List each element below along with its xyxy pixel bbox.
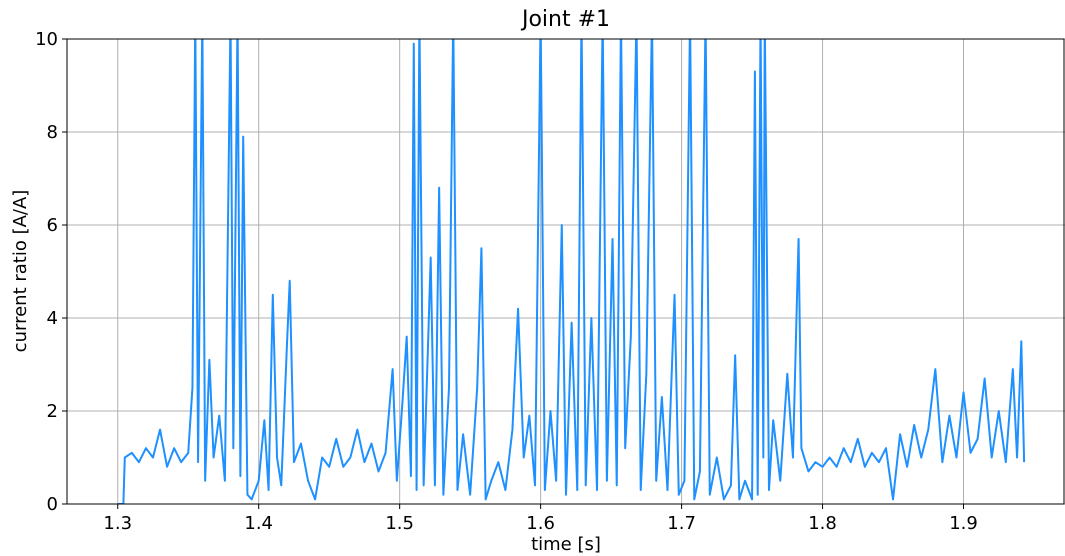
y-tick-label: 2 [47, 401, 58, 422]
y-tick-label: 4 [47, 308, 58, 329]
y-axis-label: current ratio [A/A] [10, 190, 31, 353]
y-tick-label: 8 [47, 122, 58, 143]
chart-title: Joint #1 [520, 7, 610, 32]
y-tick-label: 0 [47, 494, 58, 515]
x-tick-label: 1.5 [385, 513, 414, 534]
y-tick-label: 10 [35, 29, 58, 50]
x-tick-label: 1.9 [949, 513, 978, 534]
plot-frame [66, 38, 1065, 505]
x-tick-label: 1.6 [526, 513, 555, 534]
y-tick-label: 6 [47, 215, 58, 236]
x-axis-label: time [s] [531, 534, 601, 555]
data-line [117, 39, 1026, 504]
x-tick-label: 1.4 [244, 513, 273, 534]
x-tick-label: 1.8 [808, 513, 837, 534]
x-tick-label: 1.3 [103, 513, 132, 534]
x-tick-label: 1.7 [667, 513, 696, 534]
